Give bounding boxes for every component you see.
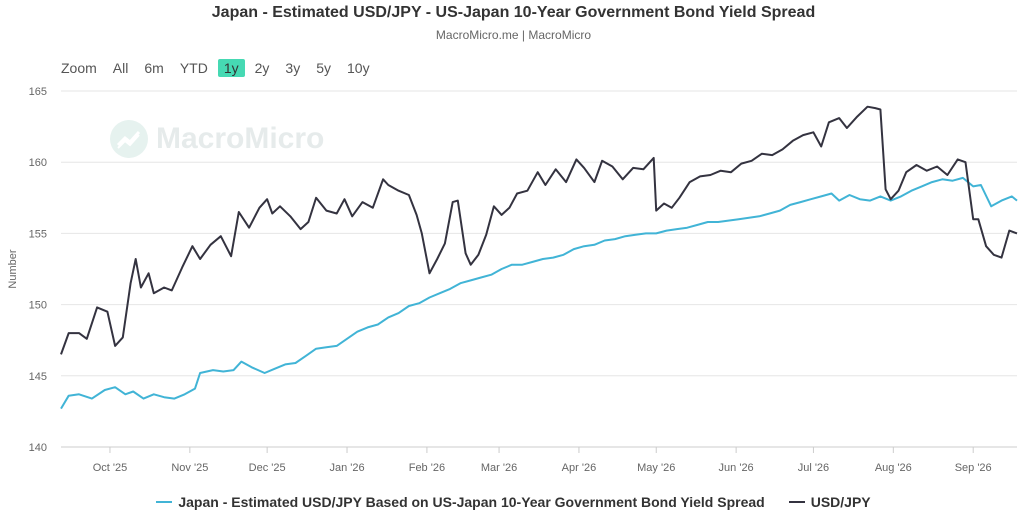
zoom-button-3y[interactable]: 3y <box>285 60 301 76</box>
zoom-toolbar: Zoom All 6m YTD 1y 2y 3y 5y 10y <box>61 58 380 78</box>
legend-label-estimated: Japan - Estimated USD/JPY Based on US-Ja… <box>178 494 765 510</box>
zoom-button-5y[interactable]: 5y <box>316 60 331 76</box>
chart-title: Japan - Estimated USD/JPY - US-Japan 10-… <box>211 4 816 21</box>
x-tick-label: Dec '25 <box>249 462 286 474</box>
legend-swatch-usdjpy <box>788 501 805 503</box>
x-tick-label: Feb '26 <box>409 462 445 474</box>
watermark: MacroMicro <box>110 120 324 158</box>
zoom-button-1y[interactable]: 1y <box>217 59 245 77</box>
x-tick-label: Jun '26 <box>719 462 754 474</box>
legend-label-usdjpy: USD/JPY <box>810 494 871 510</box>
x-tick-label: May '26 <box>637 462 675 474</box>
zoom-label: Zoom <box>61 60 97 76</box>
x-tick-label: Jan '26 <box>329 462 364 474</box>
watermark-text: MacroMicro <box>156 122 325 155</box>
y-tick-label: 145 <box>29 371 47 383</box>
x-tick-label: Apr '26 <box>562 462 597 474</box>
legend-swatch-estimated <box>156 501 173 503</box>
legend-item-usdjpy[interactable]: USD/JPY <box>788 494 871 510</box>
zoom-button-all[interactable]: All <box>112 60 129 76</box>
x-tick-label: Mar '26 <box>481 462 517 474</box>
x-tick-label: Sep '26 <box>955 462 992 474</box>
legend: Japan - Estimated USD/JPY Based on US-Ja… <box>0 494 1027 510</box>
zoom-button-6m[interactable]: 6m <box>144 60 164 76</box>
y-tick-label: 140 <box>29 442 47 454</box>
y-tick-label: 165 <box>29 86 47 98</box>
macromicro-logo-icon <box>110 120 148 158</box>
series-line-estimated <box>60 176 1018 410</box>
y-tick-label: 155 <box>29 228 47 240</box>
y-tick-label: 150 <box>29 300 47 312</box>
y-axis-title: Number <box>7 249 19 288</box>
chart-subtitle: MacroMicro.me | MacroMicro <box>435 28 592 42</box>
y-tick-label: 160 <box>29 157 47 169</box>
zoom-button-ytd[interactable]: YTD <box>179 60 208 76</box>
zoom-button-10y[interactable]: 10y <box>347 60 370 76</box>
zoom-button-2y[interactable]: 2y <box>254 60 270 76</box>
x-tick-label: Oct '25 <box>93 462 128 474</box>
x-tick-label: Aug '26 <box>875 462 912 474</box>
x-tick-label: Nov '25 <box>171 462 208 474</box>
x-tick-label: Jul '26 <box>798 462 829 474</box>
legend-item-estimated[interactable]: Japan - Estimated USD/JPY Based on US-Ja… <box>156 494 765 510</box>
